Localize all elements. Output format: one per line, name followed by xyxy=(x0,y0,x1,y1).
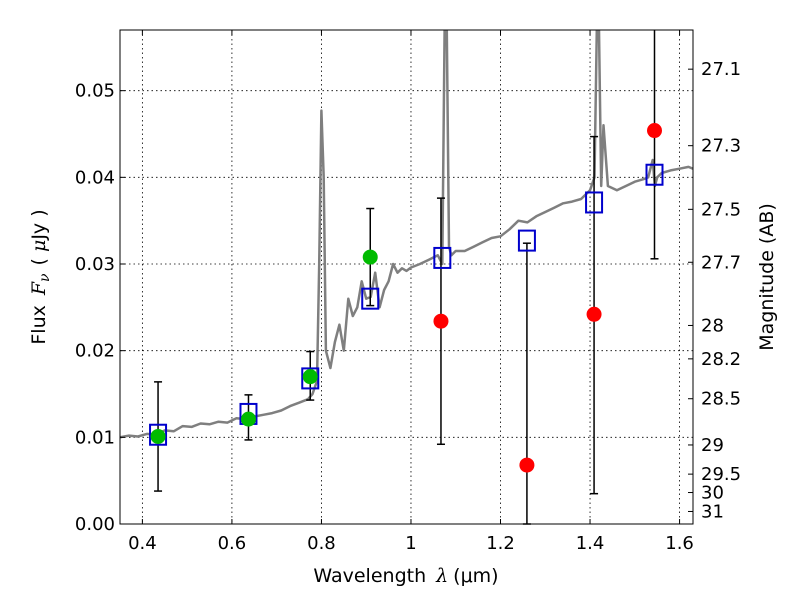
model-photometry-square xyxy=(645,163,664,186)
x-tick-label: 0.4 xyxy=(128,533,157,554)
y2-tick-label: 27.1 xyxy=(701,59,741,80)
y2-tick-label: 29 xyxy=(701,435,724,456)
red-data-point xyxy=(433,313,449,329)
model-layer xyxy=(120,30,693,439)
y2-tick-label: 27.3 xyxy=(701,136,741,157)
y-axis-title-mu: μ xyxy=(28,240,50,252)
x-tick-label: 1.6 xyxy=(665,533,694,554)
y2-tick-label: 28.5 xyxy=(701,389,741,410)
model-photometry-square xyxy=(149,423,168,446)
red-data-point xyxy=(586,306,602,322)
green-data-point xyxy=(240,411,256,427)
model-photometry-square xyxy=(517,229,536,252)
y-tick-label: 0.03 xyxy=(75,254,115,275)
y-axis-title-rest: Jy ) xyxy=(28,209,50,240)
y-tick-label: 0.02 xyxy=(75,341,115,362)
y-tick-label: 0.00 xyxy=(75,514,115,535)
y-tick-label: 0.01 xyxy=(75,427,115,448)
y-axis-title-sub: ν xyxy=(37,273,53,282)
x-tick-label: 0.6 xyxy=(218,533,247,554)
grid-layer xyxy=(120,30,693,525)
y2-axis-title: Magnitude (AB) xyxy=(756,203,778,351)
y2-tick-label: 30 xyxy=(701,483,724,504)
plot-frame xyxy=(119,29,694,525)
x-axis-title-var: λ xyxy=(435,565,448,587)
y2-tick-label: 27.7 xyxy=(701,252,741,273)
y-axis-title: Flux Fν ( μJy ) xyxy=(28,209,53,344)
y-axis-title-var: F xyxy=(28,281,50,296)
green-data-point xyxy=(150,428,166,444)
model-photometry-square xyxy=(301,367,320,390)
model-photometry-square xyxy=(585,191,604,214)
x-tick-label: 1.2 xyxy=(486,533,515,554)
y2-tick-label: 31 xyxy=(701,501,724,522)
x-tick-label: 0.8 xyxy=(307,533,336,554)
x-tick-label: 1 xyxy=(405,533,416,554)
model-photometry-square xyxy=(361,287,380,310)
model-photometry-square xyxy=(433,246,452,269)
y2-tick-label: 28.2 xyxy=(701,349,741,370)
red-data-point xyxy=(647,123,663,139)
axes-layer: 0.4 0.6 0.8 1 1.2 1.4 1.6 0.00 0.01 0.02 0.03 0.04 0… xyxy=(75,30,741,554)
x-tick-label: 1.4 xyxy=(576,533,605,554)
green-data-point xyxy=(362,249,378,265)
y-tick-label: 0.04 xyxy=(75,167,115,188)
data-layer xyxy=(149,30,664,525)
x-axis-title: Wavelength λ (μm) xyxy=(313,565,498,587)
y2-tick-label: 29.5 xyxy=(701,464,741,485)
y-tick-label: 0.05 xyxy=(75,81,115,102)
green-data-point xyxy=(302,369,318,385)
y2-tick-label: 28 xyxy=(701,315,724,336)
y-axis-title-prefix: Flux xyxy=(28,305,50,345)
model-spectrum-line xyxy=(120,30,693,439)
x-axis-title-prefix: Wavelength xyxy=(313,565,426,587)
y2-tick-label: 27.5 xyxy=(701,199,741,220)
red-data-point xyxy=(519,457,535,473)
y-axis-title-open: ( xyxy=(28,258,50,265)
x-axis-title-unit: (μm) xyxy=(453,565,498,587)
